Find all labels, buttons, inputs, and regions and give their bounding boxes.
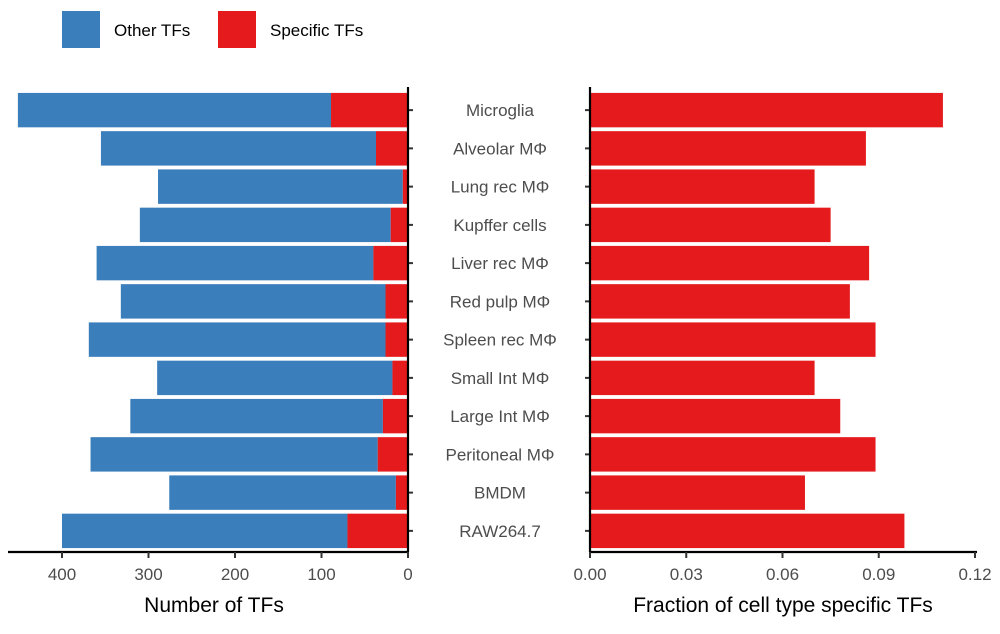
bar-other-alveolar-m [100,131,376,166]
bar-fraction-liver-rec-m [590,245,870,281]
bar-other-spleen-rec-m [88,322,386,357]
bar-fraction-small-int-m [590,360,815,396]
bar-fraction-alveolar-m [590,131,866,166]
category-label-alveolar-m: Alveolar MΦ [453,139,547,158]
bar-fraction-bmdm [590,475,805,510]
bar-fraction-raw264-7 [590,513,905,549]
bar-specific-spleen-rec-m [385,322,408,357]
right-x-axis-title: Fraction of cell type specific TFs [633,594,933,617]
left-x-tick-label: 400 [48,565,76,584]
category-label-small-int-m: Small Int MΦ [451,369,550,388]
bar-fraction-red-pulp-m [590,284,850,319]
category-label-large-int-m: Large Int MΦ [450,407,550,426]
bar-specific-peritoneal-m [377,437,408,472]
bar-other-lung-rec-m [158,169,403,204]
bar-other-peritoneal-m [90,437,378,472]
legend-swatch-specific-tfs [218,11,256,48]
right-x-tick-label: 0.09 [862,565,895,584]
bar-specific-raw264-7 [347,513,408,549]
bar-other-raw264-7 [62,513,348,549]
bar-specific-microglia [331,92,408,128]
legend-label-specific-tfs: Specific TFs [270,21,363,40]
bar-other-red-pulp-m [120,284,386,319]
category-label-red-pulp-m: Red pulp MΦ [450,292,551,311]
bar-other-large-int-m [130,398,383,434]
category-label-peritoneal-m: Peritoneal MΦ [446,445,555,464]
category-label-microglia: Microglia [466,101,535,120]
category-label-spleen-rec-m: Spleen rec MΦ [443,331,557,350]
bar-other-kupffer-cells [139,207,391,243]
left-x-tick-label: 100 [307,565,335,584]
left-x-tick-label: 300 [134,565,162,584]
legend-label-other-tfs: Other TFs [114,21,190,40]
right-x-tick-label: 0.00 [573,565,606,584]
category-label-lung-rec-m: Lung rec MΦ [451,178,550,197]
bar-fraction-microglia [590,92,943,128]
bar-other-microglia [17,92,332,128]
bar-other-liver-rec-m [96,245,374,281]
bar-other-small-int-m [157,360,393,396]
legend: Other TFs Specific TFs [62,11,363,48]
category-label-raw264-7: RAW264.7 [459,522,541,541]
bar-fraction-peritoneal-m [590,437,876,472]
right-x-tick-label: 0.03 [670,565,703,584]
bar-specific-liver-rec-m [373,245,408,281]
bar-fraction-kupffer-cells [590,207,831,243]
bar-specific-small-int-m [392,360,408,396]
bar-specific-alveolar-m [375,131,408,166]
bar-specific-kupffer-cells [390,207,408,243]
left-x-axis-title: Number of TFs [144,594,284,617]
right-panel-fraction-specific-tfs: 0.00 0.03 0.06 0.09 0.12 [573,87,992,584]
bar-specific-large-int-m [382,398,408,434]
category-label-kupffer-cells: Kupffer cells [453,216,546,235]
bar-other-bmdm [169,475,396,510]
category-label-bmdm: BMDM [474,484,526,503]
bar-fraction-large-int-m [590,398,841,434]
left-x-tick-label: 0 [403,565,412,584]
left-x-tick-label: 200 [221,565,249,584]
right-x-tick-label: 0.12 [958,565,991,584]
legend-swatch-other-tfs [62,11,100,48]
bar-fraction-spleen-rec-m [590,322,876,357]
bar-specific-red-pulp-m [385,284,408,319]
category-label-liver-rec-m: Liver rec MΦ [451,254,549,273]
right-x-tick-label: 0.06 [766,565,799,584]
bar-specific-bmdm [395,475,408,510]
bar-specific-lung-rec-m [402,169,408,204]
category-labels: Microglia Alveolar MΦ Lung rec MΦ Kupffer c… [443,101,557,541]
bar-fraction-lung-rec-m [590,169,815,204]
left-panel-number-of-tfs: 0 100 200 300 400 [8,87,413,584]
